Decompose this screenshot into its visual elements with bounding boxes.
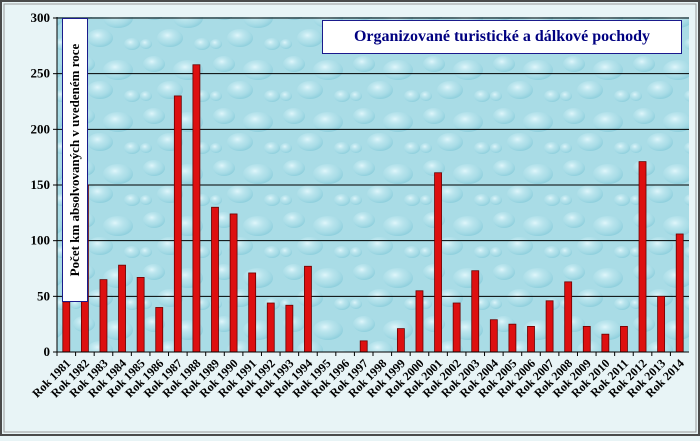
y-tick-label: 300 [31,10,51,25]
bar [192,64,201,353]
bar [582,325,591,353]
bar [452,302,461,353]
bar [638,161,647,353]
y-axis-title: Počet km absolvovaných v uvedeném roce [67,43,82,277]
bar [248,272,257,353]
bar [229,213,238,353]
bar [173,95,182,353]
bar [266,302,275,353]
bar [211,206,219,353]
y-tick-label: 250 [31,66,51,81]
y-tick-label: 50 [37,288,50,303]
bar [415,290,424,353]
bar [136,277,145,353]
bar [118,264,126,353]
bar [601,333,610,353]
bar [155,307,164,353]
y-tick-label: 0 [44,344,51,359]
bar [508,323,517,353]
chart-title-box: Organizované turistické a dálkové pochod… [322,20,682,54]
bar [527,325,535,353]
bar [489,319,498,353]
bar [471,270,480,353]
bar [62,301,71,353]
bar [434,172,442,353]
bar [564,281,573,353]
bar [675,233,684,353]
bar [359,340,368,353]
bar [545,300,554,353]
chart-title: Organizované turistické a dálkové pochod… [353,28,650,45]
y-tick-label: 100 [31,233,51,248]
bar [396,328,405,353]
bar [99,279,108,353]
bar [285,304,294,353]
bar [657,295,666,353]
bar [620,325,628,353]
y-axis-title-box: Počet km absolvovaných v uvedeném roce [62,18,88,302]
bar [304,265,312,353]
plot-area-border [3,3,697,433]
y-tick-label: 200 [31,121,51,136]
y-tick-label: 150 [31,177,51,192]
